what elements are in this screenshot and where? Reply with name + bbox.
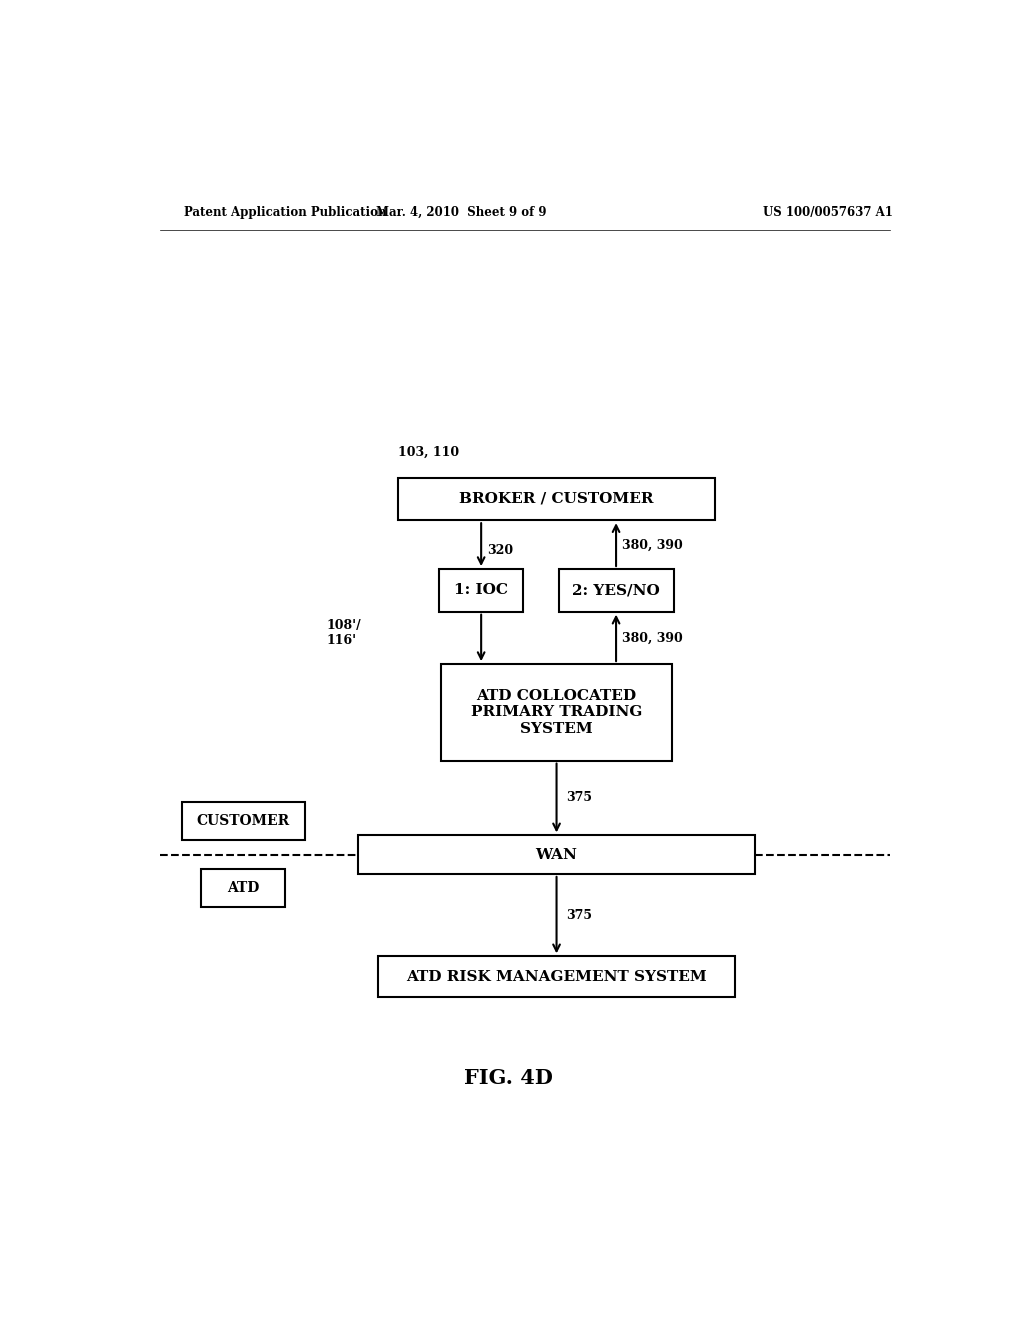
Text: 380, 390: 380, 390 bbox=[623, 539, 683, 552]
Text: 103, 110: 103, 110 bbox=[397, 446, 459, 459]
Text: 380, 390: 380, 390 bbox=[623, 631, 683, 644]
FancyBboxPatch shape bbox=[378, 956, 735, 997]
Text: ATD: ATD bbox=[227, 882, 259, 895]
Text: 375: 375 bbox=[566, 908, 592, 921]
FancyBboxPatch shape bbox=[202, 869, 285, 907]
Text: 375: 375 bbox=[566, 792, 592, 804]
Text: WAN: WAN bbox=[536, 847, 578, 862]
Text: FIG. 4D: FIG. 4D bbox=[465, 1068, 553, 1088]
Text: US 100/0057637 A1: US 100/0057637 A1 bbox=[763, 206, 893, 219]
Text: 108'/
116': 108'/ 116' bbox=[327, 619, 361, 647]
Text: 320: 320 bbox=[487, 544, 514, 557]
Text: Patent Application Publication: Patent Application Publication bbox=[183, 206, 386, 219]
Text: ATD RISK MANAGEMENT SYSTEM: ATD RISK MANAGEMENT SYSTEM bbox=[407, 970, 707, 983]
FancyBboxPatch shape bbox=[397, 478, 715, 520]
FancyBboxPatch shape bbox=[439, 569, 523, 611]
Text: 2: YES/NO: 2: YES/NO bbox=[572, 583, 659, 598]
Text: ATD COLLOCATED
PRIMARY TRADING
SYSTEM: ATD COLLOCATED PRIMARY TRADING SYSTEM bbox=[471, 689, 642, 735]
FancyBboxPatch shape bbox=[441, 664, 672, 760]
Text: BROKER / CUSTOMER: BROKER / CUSTOMER bbox=[460, 492, 653, 506]
FancyBboxPatch shape bbox=[358, 836, 755, 874]
Text: CUSTOMER: CUSTOMER bbox=[197, 814, 290, 828]
Text: Mar. 4, 2010  Sheet 9 of 9: Mar. 4, 2010 Sheet 9 of 9 bbox=[376, 206, 547, 219]
FancyBboxPatch shape bbox=[558, 569, 674, 611]
FancyBboxPatch shape bbox=[181, 801, 304, 841]
Text: 1: IOC: 1: IOC bbox=[455, 583, 508, 598]
